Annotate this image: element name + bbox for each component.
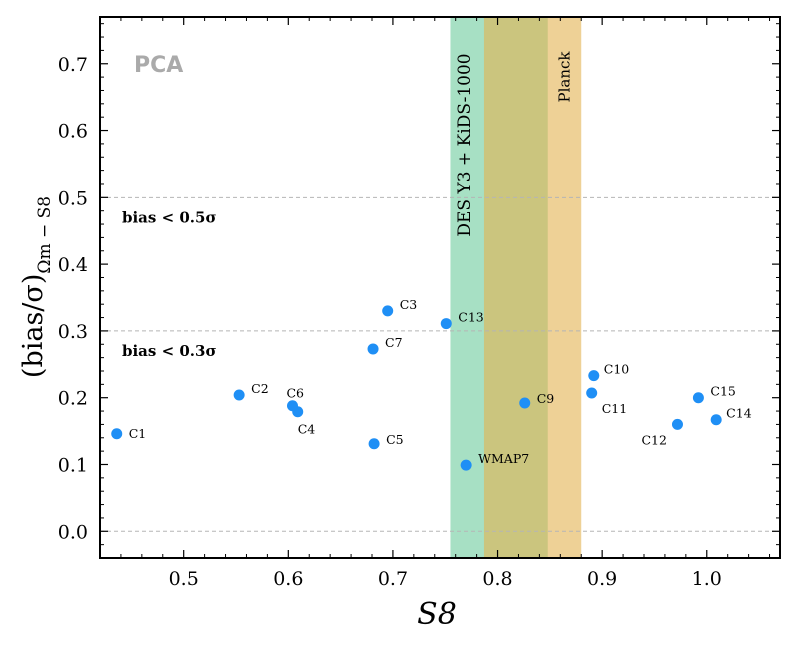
y-tick-label: 0.2 [58, 388, 88, 410]
y-axis-label: (bias/σ)Ωm − S8 [18, 196, 55, 378]
threshold-label-0.5: bias < 0.5σ [122, 208, 217, 226]
y-tick-label: 0.5 [58, 187, 88, 209]
x-tick-label: 0.7 [378, 568, 408, 590]
data-point-label: C13 [458, 310, 484, 325]
data-point-label: C4 [298, 422, 316, 437]
x-tick-label: 0.9 [587, 568, 617, 590]
x-tick-label: 0.8 [482, 568, 512, 590]
data-point [382, 305, 394, 317]
data-point [111, 428, 123, 440]
tick-group: 0.5 0.6 0.7 0.8 0.9 1.0 0.0 0.1 0.2 0.3 0.4 0.5 0.6 0… [58, 17, 780, 590]
data-point [367, 343, 379, 355]
band-planck [483, 17, 582, 558]
data-point [286, 400, 298, 412]
plot-frame [99, 16, 781, 559]
data-point [519, 397, 531, 409]
y-axis-label-main: (bias/σ) [18, 274, 49, 378]
threshold-label-0.3: bias < 0.3σ [122, 342, 217, 360]
data-point-label: WMAP7 [478, 451, 529, 466]
x-axis-label: S8 [417, 597, 457, 632]
data-point-label: C9 [537, 391, 555, 406]
band-label-planck: Planck [555, 51, 573, 103]
y-tick-label: 0.3 [58, 321, 88, 343]
threshold-group [100, 196, 780, 532]
x-tick-label: 1.0 [692, 568, 722, 590]
data-point-label: C7 [385, 335, 403, 350]
y-tick-label: 0.6 [58, 121, 88, 143]
data-point-label: C14 [726, 406, 752, 421]
data-point-label: C10 [604, 362, 630, 377]
band-label-des-kids: DES Y3 + KiDS-1000 [455, 53, 475, 236]
data-point [440, 318, 452, 330]
panel-tag: PCA [134, 53, 183, 78]
y-tick-label: 0.1 [58, 454, 88, 476]
data-point [586, 387, 598, 399]
data-point-label: C12 [641, 432, 666, 447]
data-point [368, 438, 380, 450]
data-point [692, 392, 704, 404]
data-point-label: C15 [710, 384, 735, 399]
y-tick-label: 0.7 [58, 54, 88, 76]
x-tick-label: 0.5 [169, 568, 199, 590]
data-point-label: C1 [129, 426, 147, 441]
y-tick-label: 0.4 [58, 254, 88, 276]
data-point [233, 389, 245, 401]
points-group: C1 C2 C3 C4 C5 C6 C7 C9 C10 C11 C12 C13 C14 C15 WMAP7 [111, 297, 752, 471]
data-point-label: C6 [286, 386, 304, 401]
svg-text:(bias/σ)Ωm − S8: (bias/σ)Ωm − S8 [18, 196, 55, 378]
y-tick-label: 0.0 [58, 521, 88, 543]
data-point-label: C11 [602, 401, 627, 416]
data-point-label: C2 [251, 381, 269, 396]
y-axis-label-subscript: Ωm − S8 [35, 196, 55, 274]
data-point [710, 414, 722, 426]
data-point [588, 370, 600, 382]
data-point-label: C5 [386, 432, 404, 447]
data-point [671, 418, 683, 430]
data-point [460, 459, 472, 471]
data-point-label: C3 [400, 297, 418, 312]
x-tick-label: 0.6 [273, 568, 303, 590]
